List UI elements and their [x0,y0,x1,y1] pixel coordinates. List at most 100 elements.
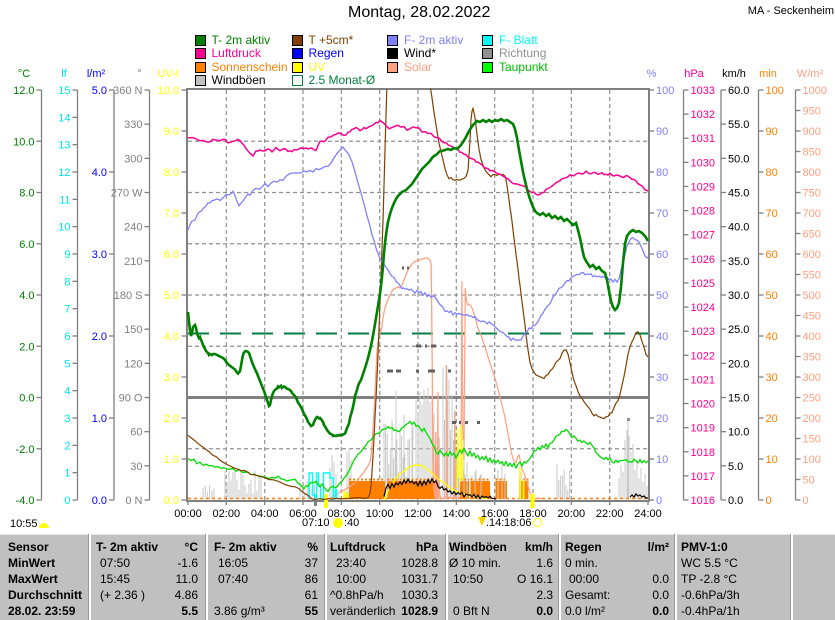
svg-text:4.0: 4.0 [19,290,34,302]
svg-text:4: 4 [64,386,70,398]
svg-text:4.0: 4.0 [164,331,179,343]
svg-text:100: 100 [656,85,674,97]
svg-text:3.0: 3.0 [92,249,107,261]
svg-text:350: 350 [803,352,821,364]
svg-text:30.0: 30.0 [728,290,749,302]
svg-text:10:00: 10:00 [366,508,394,520]
svg-text:1: 1 [64,468,70,480]
svg-text:10: 10 [58,222,70,234]
svg-text:1023: 1023 [691,326,715,338]
svg-text:2.0: 2.0 [92,331,107,343]
svg-text:7: 7 [64,304,70,316]
svg-text:1.0: 1.0 [92,413,107,425]
svg-text:14:00: 14:00 [443,508,471,520]
svg-text:00:00: 00:00 [174,508,202,520]
svg-text:55.0: 55.0 [728,119,749,131]
svg-text:360 N: 360 N [113,85,142,97]
svg-text:1018: 1018 [691,447,715,459]
svg-text:400: 400 [803,331,821,343]
svg-text:0.0: 0.0 [728,495,743,507]
svg-text:6.0: 6.0 [164,249,179,261]
svg-text:50: 50 [766,290,778,302]
svg-text:100: 100 [803,454,821,466]
svg-text:15: 15 [58,85,70,97]
svg-text:20.0: 20.0 [728,358,749,370]
svg-text:5.0: 5.0 [164,290,179,302]
svg-text:16:00: 16:00 [481,508,509,520]
svg-text:30: 30 [130,461,142,473]
svg-text:450: 450 [803,311,821,323]
svg-text:1024: 1024 [691,302,715,314]
svg-text:2.0: 2.0 [164,413,179,425]
svg-text:900: 900 [803,126,821,138]
svg-text:8.0: 8.0 [164,167,179,179]
svg-text:9.0: 9.0 [164,126,179,138]
svg-text:35.0: 35.0 [728,256,749,268]
svg-text:1033: 1033 [691,85,715,97]
svg-text:90: 90 [656,126,668,138]
svg-text:12: 12 [58,167,70,179]
svg-text:5.0: 5.0 [728,461,743,473]
svg-text:9: 9 [64,249,70,261]
svg-text:150: 150 [803,434,821,446]
svg-text:02:00: 02:00 [213,508,241,520]
svg-text:-2.0: -2.0 [16,444,35,456]
svg-text:04:00: 04:00 [251,508,279,520]
svg-text:11: 11 [59,194,70,206]
svg-text:0 N: 0 N [125,495,142,507]
svg-text:250: 250 [803,393,821,405]
svg-text:18:00: 18:00 [519,508,547,520]
svg-text:60: 60 [130,427,142,439]
svg-text:50: 50 [803,475,815,487]
svg-text:0: 0 [656,495,662,507]
svg-text:100: 100 [766,85,784,97]
svg-text:6.0: 6.0 [19,239,34,251]
svg-text:80: 80 [766,167,778,179]
svg-text:%: % [647,68,657,80]
svg-text:40: 40 [766,331,778,343]
svg-text:10.0: 10.0 [13,136,34,148]
svg-text:330: 330 [124,119,142,131]
svg-text:l/m²: l/m² [87,68,106,80]
svg-text:200: 200 [803,413,821,425]
svg-text:1017: 1017 [691,471,715,483]
svg-text:1031: 1031 [691,133,715,145]
svg-text:30: 30 [766,372,778,384]
svg-text:10: 10 [656,454,668,466]
svg-text:10.0: 10.0 [728,427,749,439]
svg-text:90: 90 [766,126,778,138]
svg-text:1026: 1026 [691,254,715,266]
svg-text:1022: 1022 [691,350,715,362]
svg-text:70: 70 [766,208,778,220]
svg-text:30: 30 [656,372,668,384]
svg-text:1028: 1028 [691,206,715,218]
svg-text:UV-I: UV-I [157,68,178,80]
svg-text:40.0: 40.0 [728,222,749,234]
svg-text:12.0: 12.0 [13,85,34,97]
svg-text:12:00: 12:00 [404,508,432,520]
svg-text:06:00: 06:00 [289,508,317,520]
svg-text:20: 20 [766,413,778,425]
svg-text:15.0: 15.0 [728,393,749,405]
svg-text:0.0: 0.0 [164,495,179,507]
svg-text:270 W: 270 W [111,188,143,200]
svg-text:3.0: 3.0 [164,372,179,384]
svg-text:300: 300 [124,153,142,165]
svg-text:2: 2 [64,440,70,452]
svg-text:90 O: 90 O [119,393,143,405]
svg-text:1021: 1021 [691,374,715,386]
svg-text:80: 80 [656,167,668,179]
svg-text:°: ° [137,68,141,80]
svg-text:1016: 1016 [691,495,715,507]
svg-text:13: 13 [58,140,70,152]
svg-text:60: 60 [766,249,778,261]
svg-text:20: 20 [656,413,668,425]
svg-text:50.0: 50.0 [728,153,749,165]
svg-text:60.0: 60.0 [728,85,749,97]
svg-text:6: 6 [64,331,70,343]
svg-text:1020: 1020 [691,399,715,411]
svg-text:hPa: hPa [684,68,704,80]
svg-text:08:00: 08:00 [328,508,356,520]
svg-text:750: 750 [803,188,821,200]
svg-text:°C: °C [18,68,30,80]
